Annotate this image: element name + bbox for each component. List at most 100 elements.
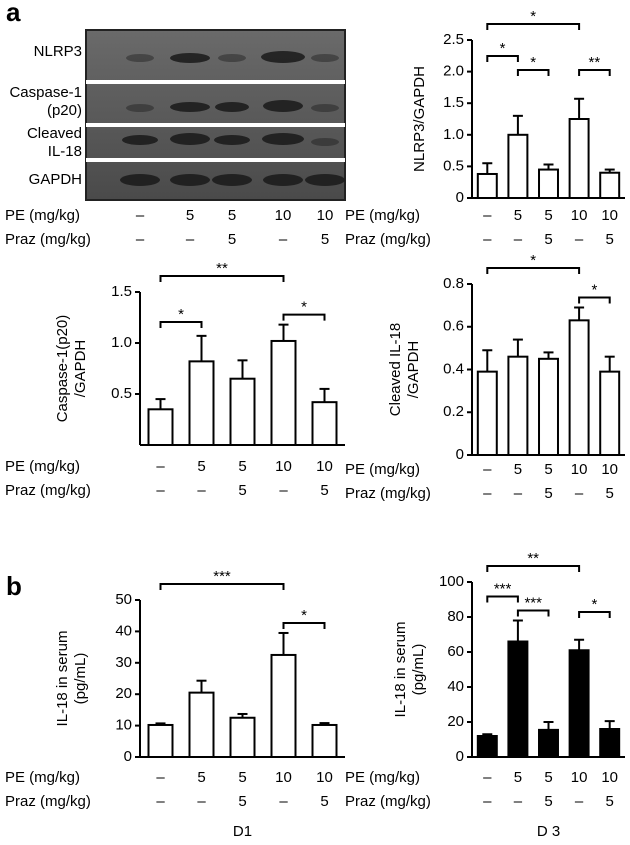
band-label: Caspase-1 (9, 84, 82, 101)
y-tick-label: 0.6 (443, 318, 464, 335)
condition-label: 5 (514, 461, 522, 478)
y-axis-label: (pg/mL) (410, 644, 427, 696)
y-tick-label: 40 (447, 678, 464, 695)
bar (507, 133, 529, 200)
band-label: (p20) (47, 102, 82, 119)
condition-label: – (483, 461, 492, 478)
significance-bracket (486, 23, 581, 30)
y-tick-label: 2.5 (443, 31, 464, 48)
bar (476, 172, 498, 199)
condition-label: 5 (197, 769, 205, 786)
significance-label: * (530, 252, 536, 269)
significance-label: *** (524, 594, 542, 611)
significance-bracket (159, 583, 285, 590)
condition-label: 5 (197, 458, 205, 475)
condition-label: 5 (238, 769, 246, 786)
bar (476, 735, 498, 758)
significance-bracket (486, 565, 581, 572)
bar (538, 728, 559, 758)
y-tick-label: 50 (115, 591, 132, 608)
y-tick-label: 0.5 (111, 385, 132, 402)
significance-bracket (282, 621, 326, 629)
condition-label: 5 (320, 482, 328, 499)
bar (311, 401, 338, 447)
condition-label: 5 (238, 482, 246, 499)
condition-label: 10 (275, 458, 292, 475)
condition-label: – (514, 485, 523, 502)
condition-label: – (279, 231, 288, 248)
y-axis-label: NLRP3/GAPDH (411, 66, 428, 172)
bar (229, 377, 256, 447)
bar (147, 408, 174, 446)
row-label: PE (mg/kg) (345, 207, 420, 224)
condition-label: 5 (544, 231, 552, 248)
condition-label: 5 (544, 461, 552, 478)
significance-label: * (530, 54, 536, 71)
bar (599, 728, 621, 758)
bar (599, 171, 621, 200)
condition-label: 5 (544, 769, 552, 786)
condition-label: – (279, 793, 288, 810)
significance-bracket (159, 275, 285, 282)
significance-label: * (530, 8, 536, 25)
condition-label: – (483, 769, 492, 786)
y-axis-label: (pg/mL) (72, 653, 89, 705)
condition-label: – (575, 793, 584, 810)
y-tick-label: 1.0 (111, 334, 132, 351)
significance-bracket (578, 296, 611, 304)
condition-label: 10 (275, 769, 292, 786)
y-axis-label: IL-18 in serum (392, 622, 409, 718)
row-label: PE (mg/kg) (5, 458, 80, 475)
condition-label: – (136, 231, 145, 248)
condition-label: – (156, 458, 165, 475)
significance-bracket (282, 313, 326, 321)
condition-label: 5 (238, 458, 246, 475)
bar (188, 360, 215, 446)
condition-label: – (156, 793, 165, 810)
y-tick-label: 20 (115, 685, 132, 702)
condition-label: 10 (601, 461, 618, 478)
condition-label: 10 (601, 207, 618, 224)
significance-label: * (591, 596, 597, 613)
condition-label: 5 (238, 793, 246, 810)
significance-label: *** (213, 568, 231, 585)
significance-label: *** (494, 580, 512, 597)
significance-label: * (301, 607, 307, 624)
row-label: Praz (mg/kg) (5, 231, 91, 248)
band-label: IL-18 (48, 143, 82, 160)
condition-label: 5 (606, 485, 614, 502)
condition-label: 5 (514, 207, 522, 224)
condition-label: 5 (321, 231, 329, 248)
significance-bracket (486, 55, 519, 62)
row-label: PE (mg/kg) (5, 769, 80, 786)
bar (538, 357, 559, 456)
y-tick-label: 10 (115, 717, 132, 734)
y-tick-label: 1.0 (443, 126, 464, 143)
condition-label: 5 (606, 793, 614, 810)
condition-label: 5 (228, 231, 236, 248)
significance-label: * (178, 306, 184, 323)
y-tick-label: 0.4 (443, 360, 464, 377)
x-axis-label: D 3 (537, 823, 560, 840)
condition-label: 5 (544, 207, 552, 224)
y-tick-label: 80 (447, 608, 464, 625)
y-tick-label: 0 (456, 446, 464, 463)
panel-label: a (6, 0, 21, 27)
significance-bracket (516, 69, 550, 76)
condition-label: 10 (316, 769, 333, 786)
bar (229, 716, 256, 758)
condition-label: – (514, 231, 523, 248)
western-blot (85, 29, 346, 201)
condition-label: 5 (606, 231, 614, 248)
significance-bracket (159, 321, 203, 328)
bar (311, 723, 338, 758)
condition-label: 5 (228, 207, 236, 224)
condition-label: 10 (571, 461, 588, 478)
significance-bracket (516, 609, 550, 617)
condition-label: 10 (601, 769, 618, 786)
condition-label: 10 (316, 458, 333, 475)
y-tick-label: 0 (124, 748, 132, 765)
condition-label: 5 (514, 769, 522, 786)
condition-label: – (575, 485, 584, 502)
y-tick-label: 40 (115, 622, 132, 639)
